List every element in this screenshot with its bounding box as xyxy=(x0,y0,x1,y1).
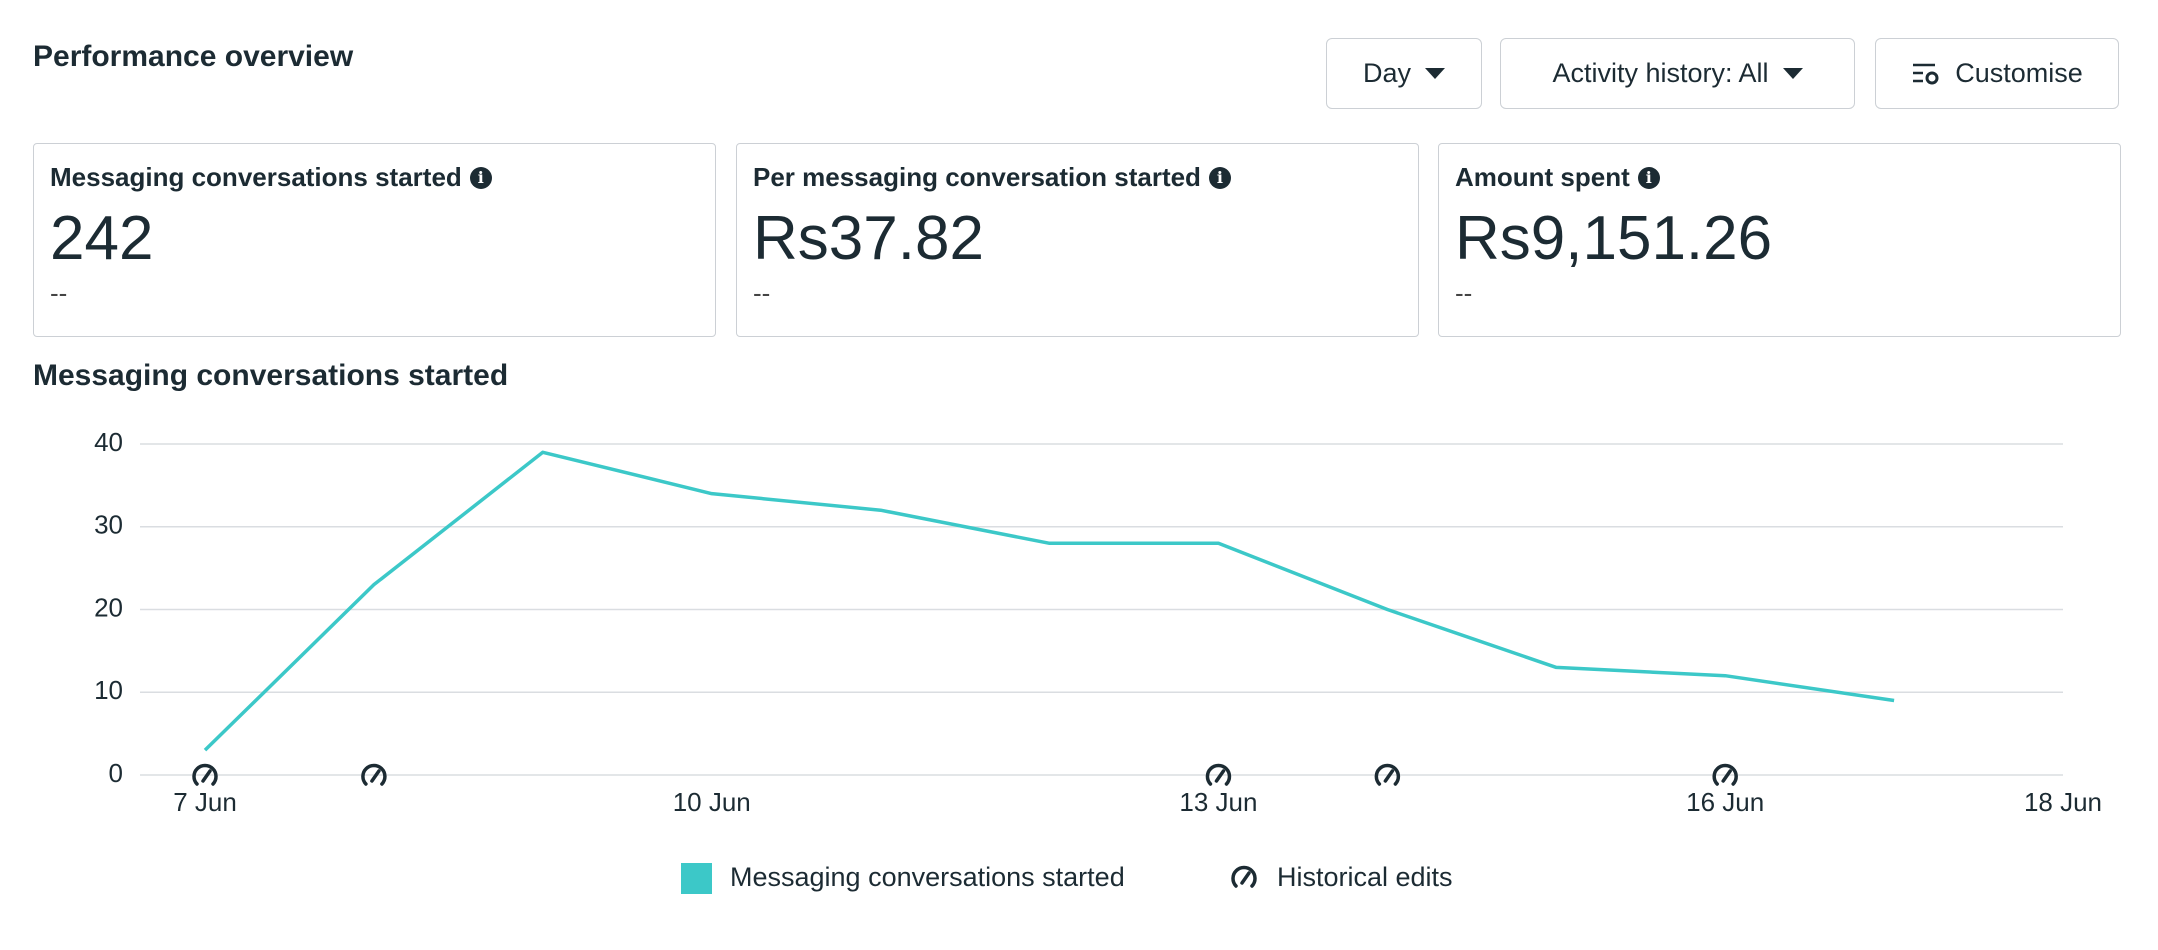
gauge-arc xyxy=(361,763,387,786)
metric-label-row: Messaging conversations started i xyxy=(50,162,699,193)
gauge-arc xyxy=(1205,763,1232,786)
gauge-needle xyxy=(370,769,381,783)
metric-label: Messaging conversations started xyxy=(50,162,462,192)
chart-title: Messaging conversations started xyxy=(33,359,508,392)
customise-button[interactable]: Customise xyxy=(1875,38,2119,109)
y-tick-label: 0 xyxy=(109,758,123,788)
gauge-needle xyxy=(1240,871,1251,885)
edit-marker xyxy=(1712,763,1738,786)
legend-edits-icon xyxy=(1231,865,1257,888)
caret xyxy=(1782,67,1803,79)
gauge-needle xyxy=(1214,769,1226,783)
info-icon[interactable]: i xyxy=(469,166,492,189)
metric-change: -- xyxy=(753,278,771,308)
button-label: Customise xyxy=(1955,58,2083,88)
metric-label-row: Amount spent i xyxy=(1455,162,2104,193)
caret xyxy=(1425,67,1445,79)
edit-marker xyxy=(1374,763,1401,786)
settings-icon xyxy=(1913,63,1939,84)
edit-marker xyxy=(192,763,218,786)
legend-swatch xyxy=(681,863,712,894)
x-tick-label: 16 Jun xyxy=(1686,787,1764,817)
metric-card: Amount spent i Rs9,151.26 -- xyxy=(1438,143,2121,337)
page-title: Performance overview xyxy=(33,40,354,73)
metric-change: -- xyxy=(1455,278,1473,308)
gauge-arc xyxy=(1712,763,1738,786)
gauge-needle xyxy=(201,769,212,783)
metric-card: Per messaging conversation started i Rs37… xyxy=(736,143,1419,337)
edit-marker xyxy=(1205,763,1232,786)
info-icon[interactable]: i xyxy=(1637,166,1660,189)
edit-marker xyxy=(361,763,387,786)
metric-value: Rs9,151.26 xyxy=(1455,204,1773,273)
metric-value: 242 xyxy=(50,204,154,273)
y-tick-label: 10 xyxy=(94,675,123,705)
y-tick-label: 20 xyxy=(94,592,123,622)
y-tick-label: 30 xyxy=(94,510,123,540)
gauge-arc xyxy=(1374,763,1401,786)
gauge-needle xyxy=(1383,769,1395,783)
info-icon[interactable]: i xyxy=(1208,166,1231,189)
gauge-arc xyxy=(1231,865,1257,888)
metric-value: Rs37.82 xyxy=(753,204,984,273)
x-tick-label: 7 Jun xyxy=(173,787,237,817)
x-tick-label: 13 Jun xyxy=(1179,787,1257,817)
metric-label: Per messaging conversation started xyxy=(753,162,1201,192)
button-label: Day xyxy=(1362,58,1411,88)
legend-label: Messaging conversations started xyxy=(730,862,1125,892)
gauge-arc xyxy=(192,763,218,786)
data-line xyxy=(203,450,1895,752)
x-tick-label: 18 Jun xyxy=(2024,787,2102,817)
metric-card: Messaging conversations started i 242 -- xyxy=(33,143,716,337)
metric-change: -- xyxy=(50,278,68,308)
metric-label: Amount spent xyxy=(1455,162,1630,192)
button-label: Activity history: All xyxy=(1552,58,1769,88)
metric-label-row: Per messaging conversation started i xyxy=(753,162,1402,193)
day-button[interactable]: Day xyxy=(1326,38,1482,109)
legend-label: Historical edits xyxy=(1277,862,1453,892)
x-tick-label: 10 Jun xyxy=(673,787,751,817)
y-tick-label: 40 xyxy=(94,427,123,457)
activity-button[interactable]: Activity history: All xyxy=(1500,38,1855,109)
gauge-needle xyxy=(1721,769,1732,783)
